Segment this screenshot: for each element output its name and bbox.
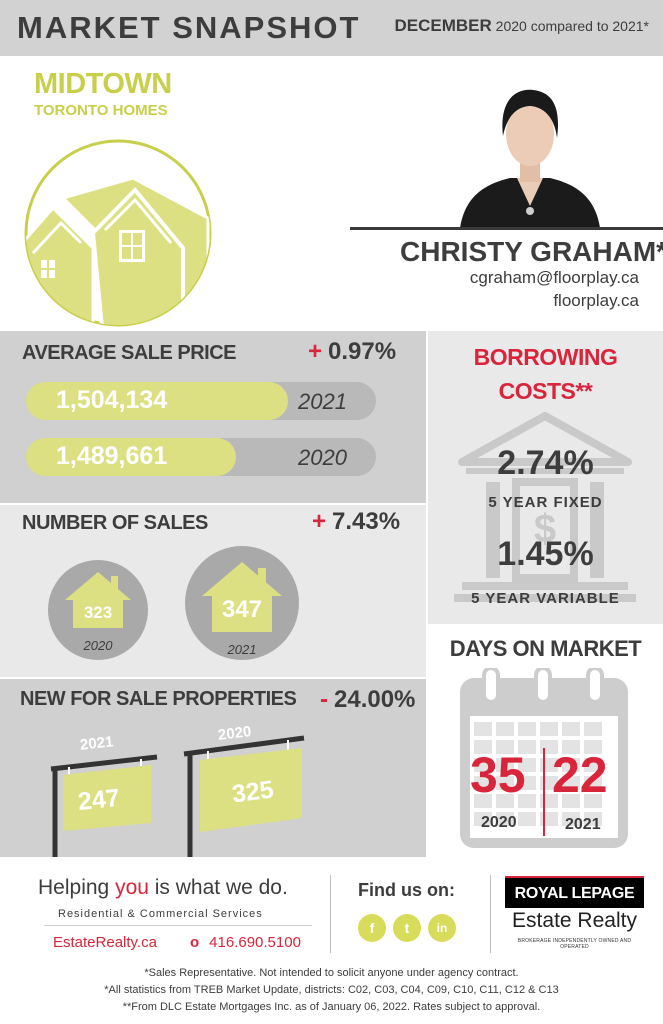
price-bar-2020-fill	[26, 438, 236, 476]
footer-divider	[44, 925, 312, 926]
phone-icon: o	[190, 934, 200, 951]
price-bar-2021-fill	[26, 382, 288, 420]
days-value-2020: 35	[470, 747, 526, 803]
find-us-label: Find us on:	[358, 880, 455, 900]
sales-value-2020: 323	[83, 603, 113, 622]
price-value-2021: 1,504,134	[56, 386, 168, 414]
area-title: MIDTOWN	[34, 68, 172, 100]
brand-logo: ROYAL LEPAGE	[505, 876, 644, 908]
sales-year-2020: 2020	[83, 638, 113, 653]
borrowing-costs-title: BORROWING COSTS**	[428, 340, 663, 408]
area-subtitle: TORONTO HOMES	[34, 102, 168, 119]
report-month: DECEMBER	[394, 16, 492, 35]
disclaimer-line: **From DLC Estate Mortgages Inc. as of J…	[122, 1001, 541, 1013]
price-year-2020: 2020	[298, 445, 347, 470]
for-sale-sign-icon	[50, 754, 158, 857]
agent-divider	[350, 227, 663, 230]
footer-divider-vertical	[330, 875, 331, 953]
number-of-sales-change: +7.43%	[312, 508, 400, 536]
days-year-2020: 2020	[481, 814, 517, 831]
change-value: 7.43%	[332, 508, 401, 535]
change-sign: -	[320, 686, 328, 713]
new-sale-value-2020: 325	[230, 775, 276, 809]
brand-tagline: BROKERAGE INDEPENDENTLY OWNED AND OPERAT…	[517, 938, 632, 950]
sales-value-2021: 347	[221, 596, 263, 623]
variable-rate-value: 1.45%	[497, 535, 594, 573]
for-sale-sign-icon	[183, 735, 305, 857]
report-comparison: 2020 compared to 2021*	[495, 18, 649, 34]
new-sale-year-2021: 2021	[79, 733, 115, 754]
footer-website-link[interactable]: EstateRealty.ca	[53, 934, 157, 951]
footer-slogan: Helping you is what we do.	[38, 876, 288, 900]
new-sale-value-2021: 247	[76, 783, 122, 817]
page-title: MARKET SNAPSHOT	[17, 10, 361, 45]
house-icon	[202, 562, 282, 632]
footer-divider-vertical	[490, 875, 491, 953]
average-sale-price-title: AVERAGE SALE PRICE	[22, 342, 237, 364]
disclaimer-line: *Sales Representative. Not intended to s…	[144, 967, 519, 979]
svg-text:$: $	[534, 507, 556, 551]
calendar-icon	[460, 668, 628, 848]
footer-phone[interactable]: o 416.690.5100	[190, 934, 301, 951]
borrowing-title-line1: BORROWING	[473, 344, 618, 370]
variable-rate-label: 5 YEAR VARIABLE	[471, 590, 620, 607]
agent-name: CHRISTY GRAHAM*	[400, 236, 663, 267]
new-for-sale-title: NEW FOR SALE PROPERTIES	[20, 688, 297, 710]
days-value-2021: 22	[552, 747, 608, 803]
price-year-2021: 2021	[298, 389, 347, 414]
price-value-2020: 1,489,661	[56, 442, 168, 470]
house-roofs-icon	[24, 139, 212, 327]
change-value: 24.00%	[334, 686, 416, 713]
borrowing-title-line2: COSTS**	[498, 378, 593, 404]
days-year-2021: 2021	[565, 816, 601, 833]
new-for-sale-change: -24.00%	[320, 686, 415, 714]
change-sign: +	[312, 508, 327, 535]
slogan-end: is what we do.	[148, 876, 288, 899]
linkedin-icon[interactable]: in	[428, 914, 456, 942]
change-sign: +	[308, 338, 323, 365]
agent-website[interactable]: floorplay.ca	[553, 291, 639, 310]
days-on-market-title: DAYS ON MARKET	[449, 636, 642, 661]
slogan-highlight: you	[115, 876, 149, 899]
footer-services: Residential & Commercial Services	[58, 908, 263, 920]
average-sale-price-change: +0.97%	[308, 338, 396, 366]
phone-number: 416.690.5100	[209, 934, 301, 951]
agent-email[interactable]: cgraham@floorplay.ca	[469, 268, 639, 287]
brand-subname: Estate Realty	[512, 909, 637, 932]
report-period: DECEMBER 2020 compared to 2021*	[394, 16, 649, 36]
facebook-icon[interactable]: f	[358, 914, 386, 942]
house-icon	[65, 572, 131, 628]
bank-icon: $	[454, 412, 636, 602]
number-of-sales-title: NUMBER OF SALES	[22, 512, 208, 534]
sales-year-2021: 2021	[227, 642, 257, 657]
fixed-rate-label: 5 YEAR FIXED	[488, 494, 603, 511]
change-value: 0.97%	[328, 338, 397, 365]
twitter-icon[interactable]: t	[393, 914, 421, 942]
disclaimer-line: *All statistics from TREB Market Update,…	[104, 984, 559, 996]
agent-portrait	[455, 76, 605, 228]
header-band	[0, 0, 663, 56]
fixed-rate-value: 2.74%	[497, 444, 594, 482]
slogan-start: Helping	[38, 876, 116, 899]
